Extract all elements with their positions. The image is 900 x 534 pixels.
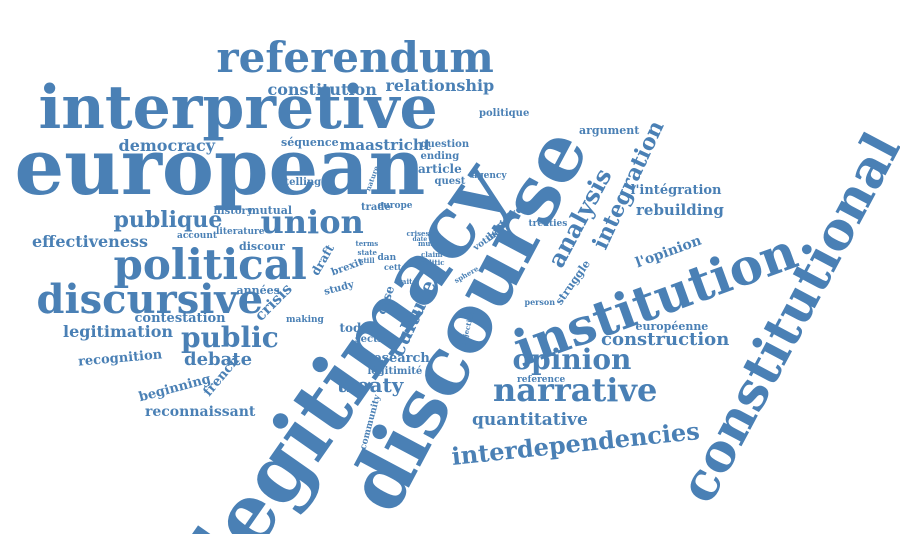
word: relationship: [385, 76, 495, 95]
word: telling: [284, 177, 322, 188]
word: séquence: [281, 135, 339, 149]
word: claim: [421, 249, 443, 259]
word: contestation: [134, 310, 226, 326]
word: article: [418, 162, 462, 176]
word: européenne: [635, 319, 709, 333]
word: european: [14, 122, 426, 213]
word: ending: [420, 151, 460, 162]
word: agency: [471, 170, 507, 181]
word: legitimation: [63, 322, 174, 341]
word: années: [236, 283, 280, 297]
word: construction: [601, 329, 730, 350]
word: l'intégration: [630, 182, 722, 198]
word: cette: [384, 262, 407, 272]
word: referendum: [216, 33, 494, 82]
word: terms: [355, 238, 379, 248]
word: making: [286, 314, 324, 325]
word: political: [113, 240, 307, 289]
word: trade: [361, 202, 391, 213]
word: opinion: [512, 343, 632, 376]
word: quantitative: [472, 409, 588, 430]
word: research: [366, 350, 430, 366]
word: today: [339, 321, 377, 335]
word: publique: [113, 207, 223, 233]
word: treaty: [337, 373, 404, 397]
word: democracy: [118, 136, 216, 155]
word: maastricht: [339, 135, 431, 154]
word: section: [355, 334, 396, 345]
word: history: [213, 206, 253, 217]
word: still: [359, 255, 375, 265]
word: reference: [517, 374, 566, 385]
word: mutual: [248, 203, 293, 217]
word: debate: [184, 349, 253, 370]
word: quest: [434, 176, 466, 187]
word: recognition: [77, 346, 163, 370]
word: crises: [406, 228, 430, 238]
word: person: [524, 297, 556, 307]
word: literature: [216, 226, 265, 237]
word: must: [418, 238, 438, 248]
word: discursive: [36, 276, 264, 323]
word: europe: [377, 200, 413, 211]
word: politic: [419, 257, 445, 267]
word: public: [181, 321, 279, 354]
word: effectiveness: [32, 232, 149, 251]
word: treaties: [528, 218, 568, 229]
word: account: [177, 230, 218, 241]
word: rebuilding: [636, 200, 724, 219]
word: state: [357, 247, 377, 257]
word: légitimité: [367, 366, 423, 377]
word: beginning: [137, 371, 213, 405]
word: politique: [479, 108, 530, 119]
word: argument: [579, 123, 640, 137]
word: date: [412, 236, 428, 243]
word: interpretive: [38, 73, 438, 143]
word: traité: [395, 276, 417, 286]
word: constitution: [267, 80, 377, 99]
word: question: [420, 139, 470, 150]
word: dan: [377, 252, 397, 263]
word: discour: [239, 239, 285, 253]
word: union: [260, 203, 364, 241]
word: narrative: [493, 371, 658, 409]
word: reconnaissant: [145, 404, 256, 420]
